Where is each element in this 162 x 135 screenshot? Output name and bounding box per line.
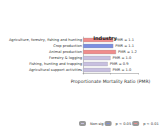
svg-text:Industry: Industry <box>93 35 117 42</box>
svg-text:Animal production: Animal production <box>49 50 82 54</box>
svg-text:Crop production: Crop production <box>53 44 82 48</box>
svg-text:Forestry & logging: Forestry & logging <box>49 56 82 60</box>
svg-text:PMR = 1.1: PMR = 1.1 <box>115 44 134 48</box>
svg-text:PMR = 1.0: PMR = 1.0 <box>113 68 132 72</box>
svg-text:p < 0.05: p < 0.05 <box>116 122 132 126</box>
svg-text:PMR = 0.9: PMR = 0.9 <box>110 62 129 66</box>
svg-text:Agriculture, forestry, fishing: Agriculture, forestry, fishing and hunti… <box>9 38 82 42</box>
svg-text:p < 0.01: p < 0.01 <box>143 122 159 126</box>
svg-text:PMR = 1.1: PMR = 1.1 <box>115 38 134 42</box>
svg-text:Non-sig: Non-sig <box>90 122 104 126</box>
svg-text:Agricultural support activitie: Agricultural support activities <box>29 68 82 72</box>
svg-text:PMR = 1.0: PMR = 1.0 <box>113 56 132 60</box>
svg-text:Fishing, hunting and trapping: Fishing, hunting and trapping <box>29 62 82 66</box>
svg-text:Proportionate Mortality Ratio: Proportionate Mortality Ratio (PMR) <box>71 79 151 84</box>
svg-text:PMR = 1.2: PMR = 1.2 <box>118 50 137 54</box>
